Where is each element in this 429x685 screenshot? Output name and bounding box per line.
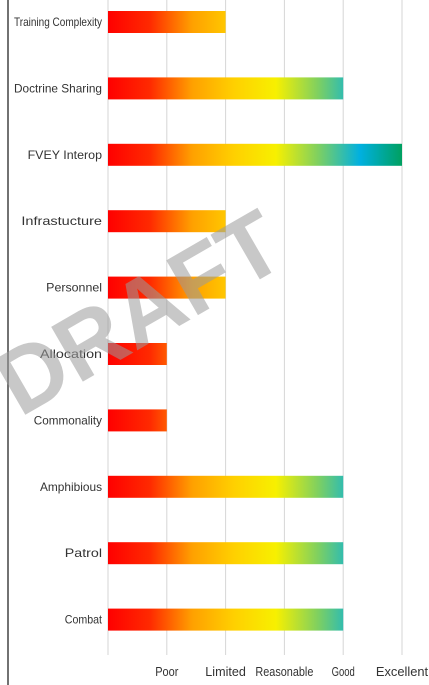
bar [108, 210, 226, 233]
category-label: Allocation [40, 347, 102, 361]
bar [108, 542, 344, 565]
category-label: Amphibious [40, 480, 102, 494]
bar [108, 475, 344, 498]
category-label: FVEY Interop [28, 148, 103, 162]
category-label: Combat [65, 613, 103, 627]
x-tick-label: Limited [205, 664, 246, 679]
bar [108, 11, 226, 33]
category-label: Patrol [65, 546, 102, 560]
x-tick-label: Poor [155, 664, 179, 679]
category-label: Infrastucture [21, 214, 102, 228]
bar [108, 77, 344, 100]
x-tick-label: Excellent [376, 664, 429, 679]
x-tick-label: Reasonable [255, 664, 313, 679]
x-tick-label: Good [332, 664, 355, 679]
category-label: Doctrine Sharing [14, 81, 102, 95]
category-label: Training Complexity [14, 15, 102, 29]
bar [108, 276, 226, 299]
category-label: Personnel [46, 281, 102, 295]
bar [108, 143, 402, 166]
bar [108, 409, 167, 432]
category-label: Commonality [34, 413, 102, 427]
category-labels: Training Complexity Doctrine Sharing FVEY … [14, 15, 103, 627]
x-tick-labels: Poor Limited Reasonable Good Excellent [155, 664, 428, 679]
bars [108, 11, 402, 631]
bar [108, 343, 167, 365]
bar [108, 608, 344, 631]
